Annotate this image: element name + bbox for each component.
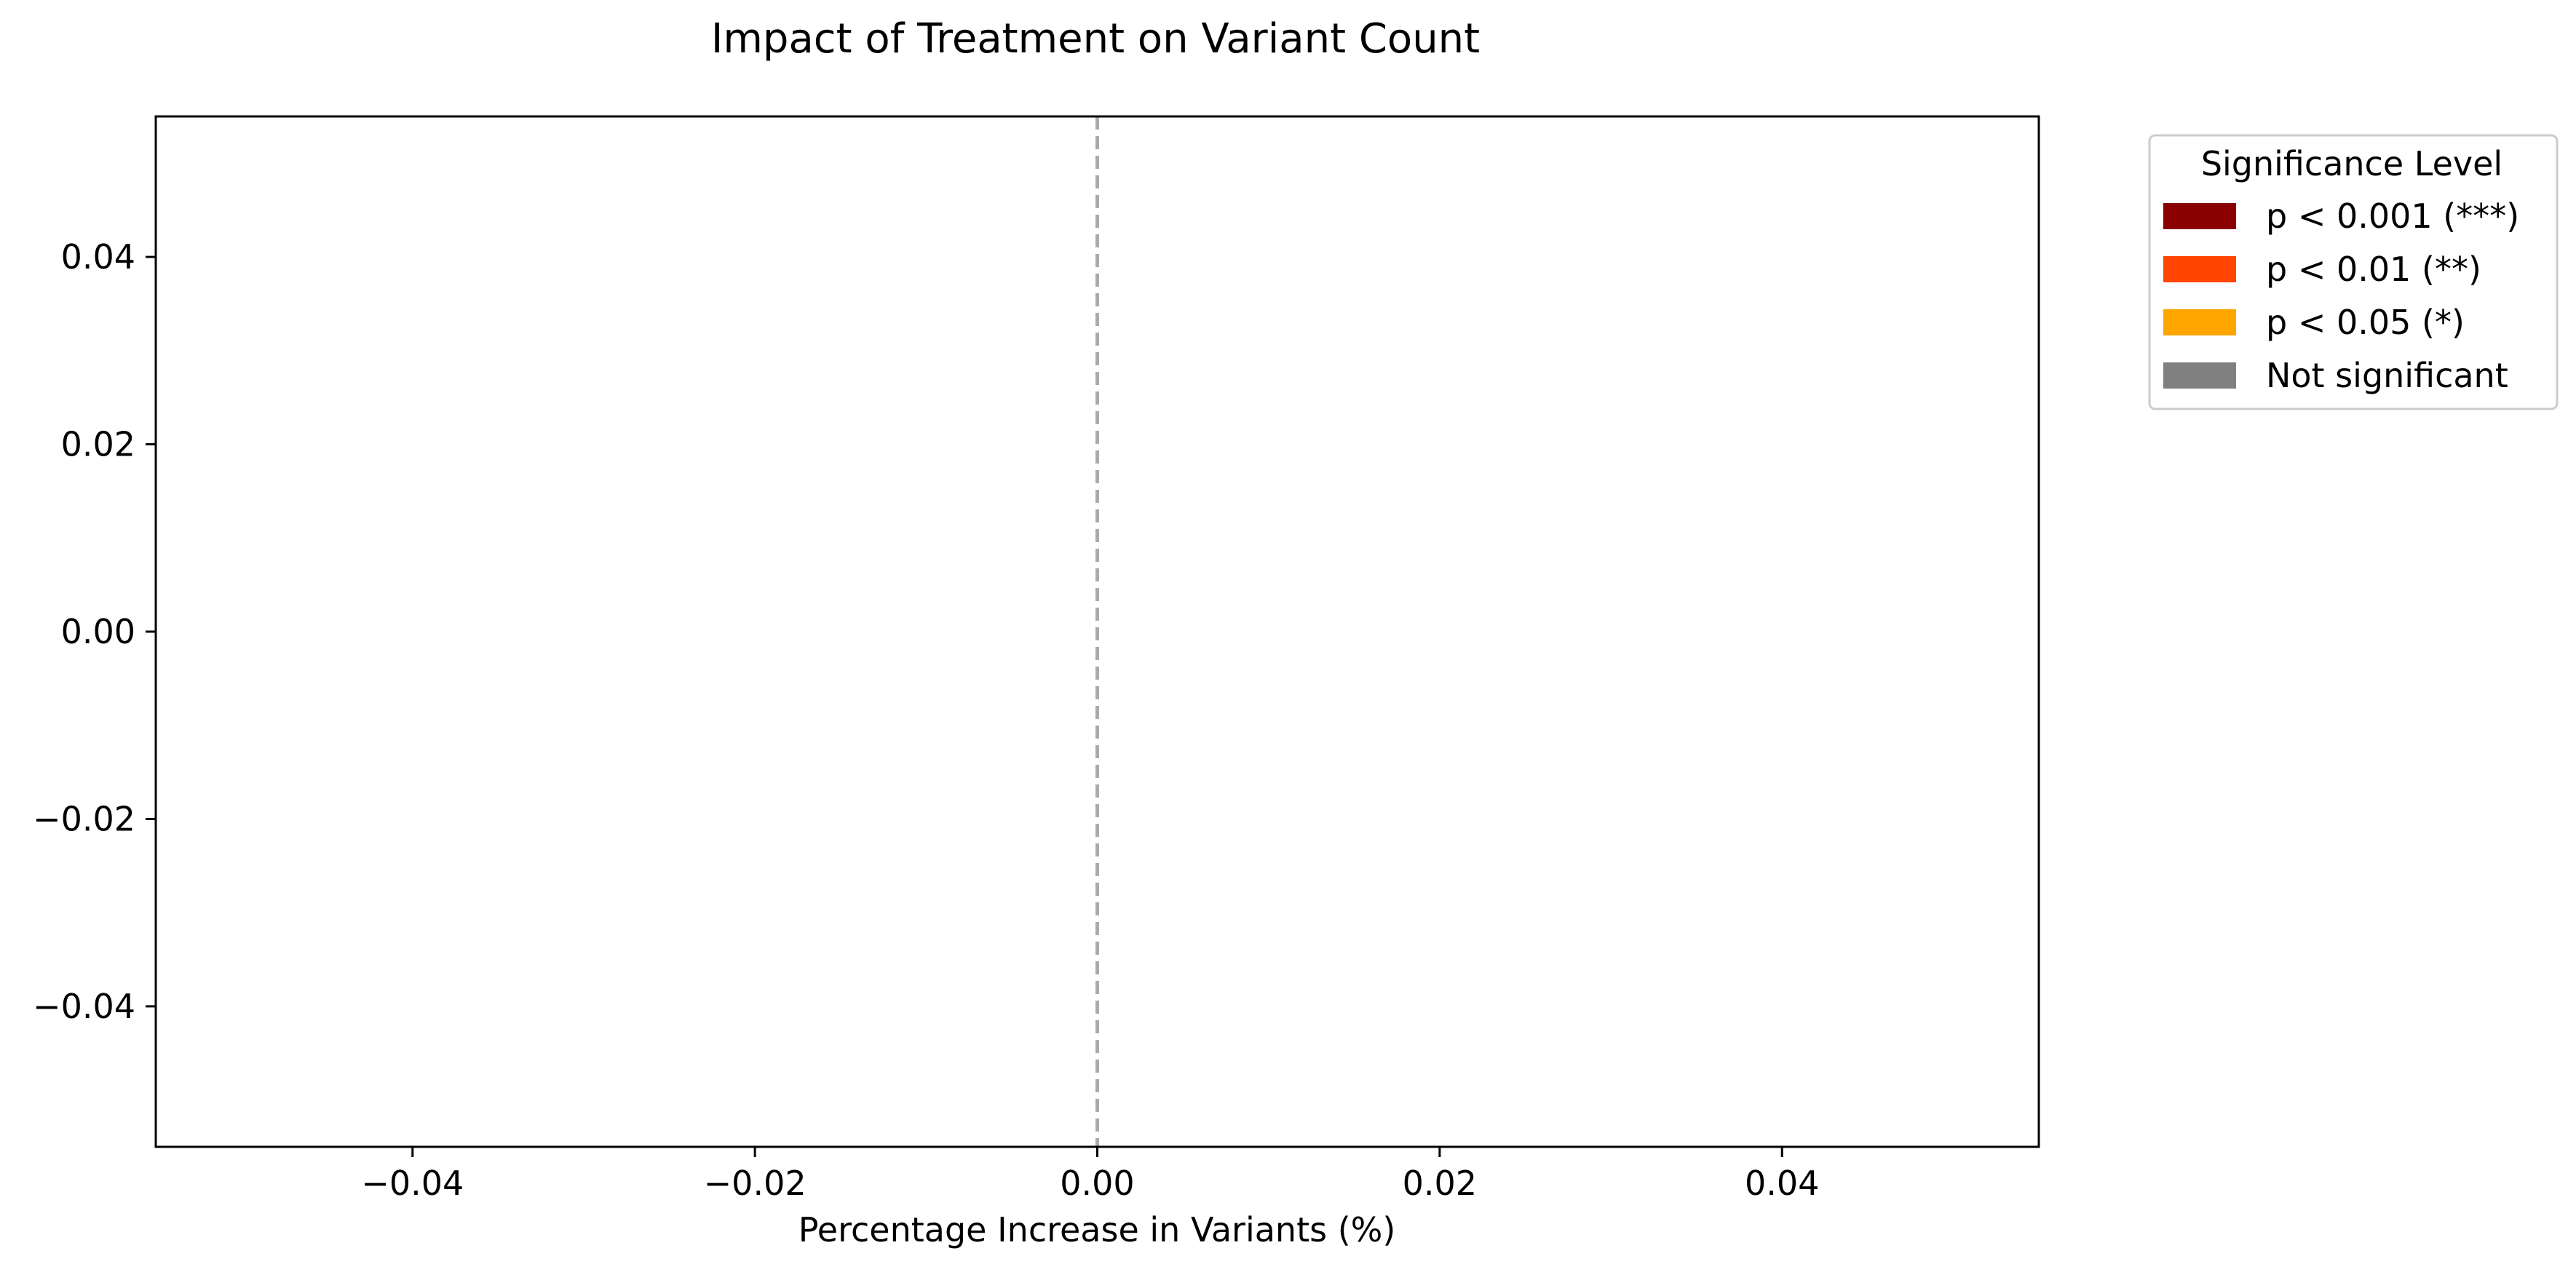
x-tick-label: 0.04 bbox=[1745, 1164, 1819, 1203]
legend-label: p < 0.05 (*) bbox=[2266, 303, 2465, 342]
x-tick-label: 0.02 bbox=[1403, 1164, 1477, 1203]
legend-swatch bbox=[2163, 362, 2236, 389]
legend-label: p < 0.01 (**) bbox=[2266, 250, 2481, 289]
y-tick-label: 0.02 bbox=[61, 425, 135, 464]
x-tick-label: 0.00 bbox=[1060, 1164, 1134, 1203]
x-tick-label: −0.02 bbox=[704, 1164, 807, 1203]
x-axis: −0.04 −0.02 0.00 0.02 0.04 bbox=[361, 1147, 1819, 1203]
legend-box bbox=[2148, 134, 2559, 410]
legend-swatch bbox=[2163, 203, 2236, 229]
y-tick-label: −0.04 bbox=[33, 987, 135, 1026]
legend-entries: p < 0.001 (***) p < 0.01 (**) p < 0.05 (*)… bbox=[2163, 196, 2519, 395]
legend-label: p < 0.001 (***) bbox=[2266, 196, 2519, 236]
x-axis-label: Percentage Increase in Variants (%) bbox=[798, 1210, 1396, 1249]
y-tick-label: 0.00 bbox=[61, 612, 135, 651]
legend-swatch bbox=[2163, 309, 2236, 335]
x-tick-label: −0.04 bbox=[361, 1164, 464, 1203]
y-tick-label: 0.04 bbox=[61, 237, 135, 277]
legend-title: Significance Level bbox=[2201, 144, 2502, 183]
chart-title: Impact of Treatment on Variant Count bbox=[711, 15, 1480, 63]
y-tick-label: −0.02 bbox=[33, 799, 135, 838]
legend-label: Not significant bbox=[2266, 356, 2508, 395]
legend: Significance Level p < 0.001 (***)p < 0.… bbox=[2148, 134, 2559, 410]
y-axis: 0.04 0.02 0.00 −0.02 −0.04 bbox=[33, 237, 156, 1026]
legend-swatch bbox=[2163, 256, 2236, 282]
